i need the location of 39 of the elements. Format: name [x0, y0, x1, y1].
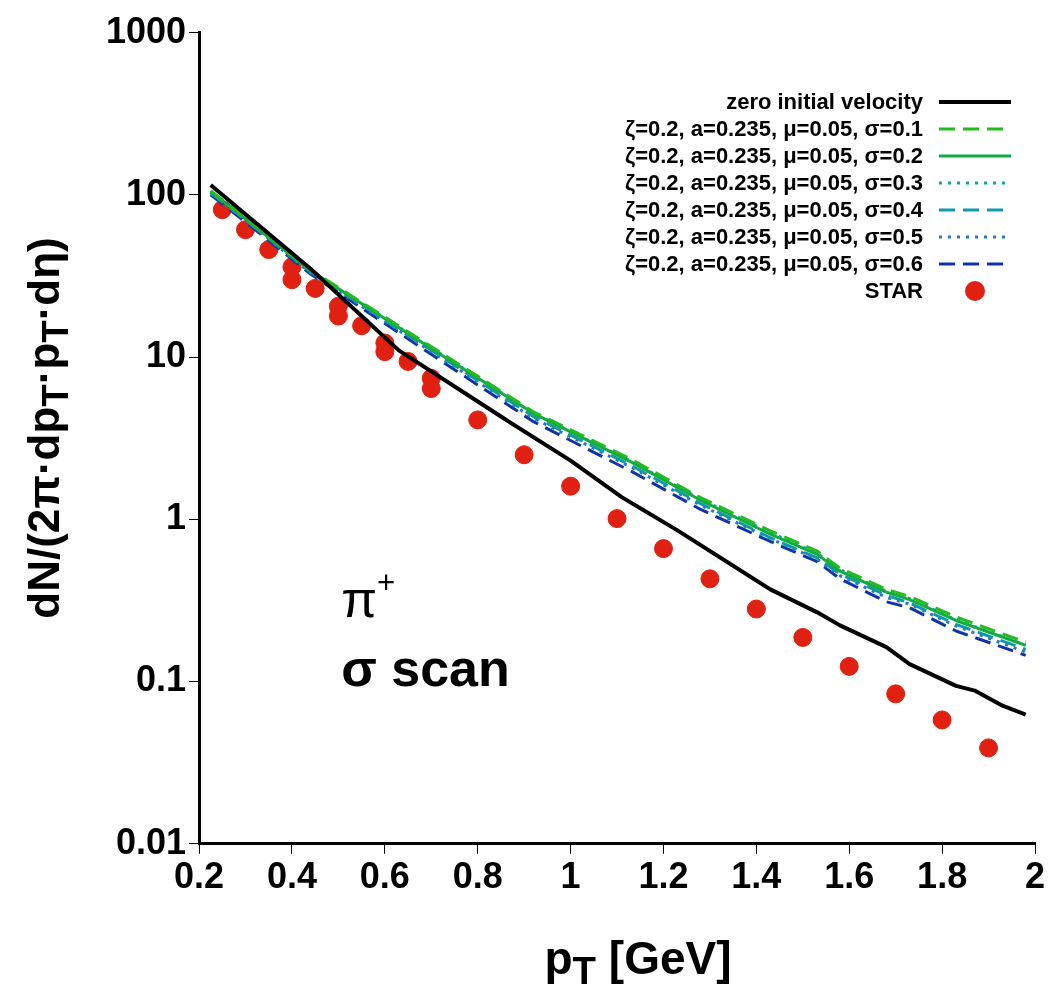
x-tick-label: 1.8: [917, 855, 968, 897]
y-tick-label: 1000: [105, 9, 187, 51]
point: [514, 445, 534, 465]
point: [793, 627, 813, 647]
point: [746, 599, 766, 619]
y-tick-label: 1: [166, 496, 187, 538]
x-tick-label: 2: [1024, 855, 1046, 897]
point: [607, 509, 627, 529]
point: [561, 476, 581, 496]
x-tick-label: 0.4: [266, 855, 317, 897]
legend-label: zero initial velocity: [726, 88, 923, 115]
x-tick-label: 1.2: [638, 855, 689, 897]
point: [305, 278, 325, 298]
y-tick-label: 10: [146, 334, 187, 375]
y-tick-label: 0.1: [136, 658, 187, 700]
annotation: π+: [341, 565, 396, 628]
point: [282, 270, 302, 290]
legend-label: STAR: [864, 277, 923, 304]
x-tick-label: 0.8: [452, 855, 503, 897]
point: [653, 539, 673, 559]
legend-label: ζ=0.2, a=0.235, μ=0.05, σ=0.2: [625, 142, 923, 169]
x-axis-title: p$_{T}$ [GeV]: [544, 930, 732, 993]
point: [886, 684, 906, 704]
legend-label: ζ=0.2, a=0.235, μ=0.05, σ=0.1: [625, 115, 923, 142]
x-tick-label: 1.6: [824, 855, 875, 897]
x-tick-label: 1.4: [731, 855, 782, 897]
annotation: σ scan: [341, 638, 510, 697]
legend-label: ζ=0.2, a=0.235, μ=0.05, σ=0.5: [625, 223, 923, 250]
legend-label: ζ=0.2, a=0.235, μ=0.05, σ=0.4: [625, 196, 923, 223]
point: [932, 710, 952, 730]
point: [979, 738, 999, 758]
point: [468, 410, 488, 430]
legend-label: ζ=0.2, a=0.235, μ=0.05, σ=0.3: [625, 169, 923, 196]
point: [700, 569, 720, 589]
y-tick-label: 100: [126, 171, 187, 213]
point: [839, 656, 859, 676]
x-tick-label: 1: [560, 855, 581, 897]
legend-label: ζ=0.2, a=0.235, μ=0.05, σ=0.6: [625, 250, 923, 277]
x-tick-label: 0.6: [359, 855, 410, 897]
